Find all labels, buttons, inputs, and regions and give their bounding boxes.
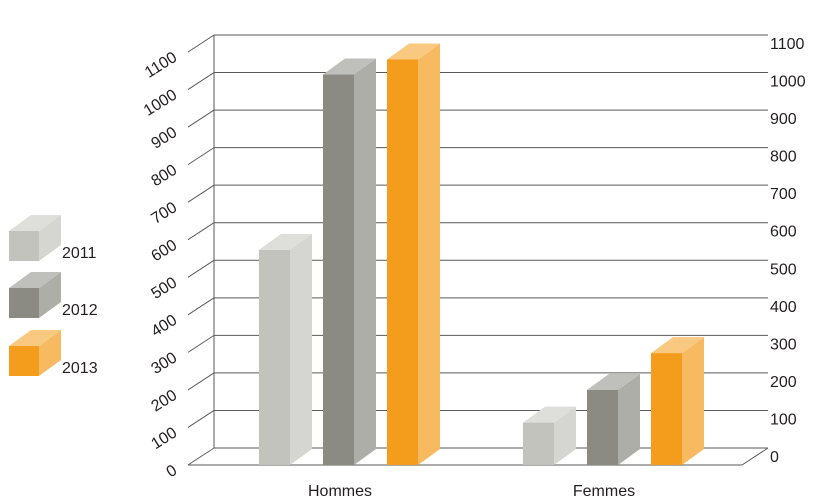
gridline-depth bbox=[187, 259, 215, 278]
legend-swatch-side bbox=[39, 215, 61, 261]
gridline-depth bbox=[187, 297, 215, 316]
legend-swatch bbox=[9, 288, 39, 318]
y-tick-label-left: 700 bbox=[148, 199, 180, 228]
gridline-depth bbox=[187, 334, 215, 353]
bar bbox=[323, 58, 376, 465]
x-tick-label: Femmes bbox=[573, 483, 635, 500]
gridline-depth bbox=[187, 147, 215, 166]
bar bbox=[587, 373, 640, 465]
legend-swatch-top bbox=[9, 272, 61, 288]
bar-front bbox=[523, 422, 554, 465]
y-tick-label-right: 1100 bbox=[770, 36, 805, 53]
bar-front bbox=[387, 59, 418, 465]
gridline-depth bbox=[187, 447, 215, 466]
y-tick-label-right: 0 bbox=[770, 449, 779, 466]
y-tick-label-right: 700 bbox=[770, 186, 797, 203]
legend-item: 2012 bbox=[9, 272, 98, 319]
y-tick-label-left: 600 bbox=[148, 237, 180, 266]
y-tick-label-left: 500 bbox=[148, 274, 180, 303]
bar-side bbox=[418, 43, 440, 465]
bar bbox=[523, 406, 576, 465]
y-tick-label-left: 200 bbox=[148, 387, 180, 416]
gridline-depth bbox=[187, 410, 215, 428]
bar-side bbox=[354, 58, 376, 465]
y-tick-label-left: 800 bbox=[148, 162, 180, 191]
legend-swatch-top bbox=[9, 215, 61, 231]
bar-top bbox=[523, 406, 576, 423]
bar bbox=[387, 43, 440, 465]
bar-front bbox=[651, 353, 682, 465]
bar-top bbox=[587, 373, 640, 390]
bar-top bbox=[387, 43, 440, 60]
y-tick-label-right: 900 bbox=[770, 111, 797, 128]
bar bbox=[651, 337, 704, 465]
y-tick-label-right: 1000 bbox=[770, 74, 806, 91]
floor-edge-right bbox=[741, 447, 769, 466]
legend-swatch bbox=[9, 346, 39, 376]
y-tick-label-right: 200 bbox=[770, 374, 797, 391]
y-tick-label-left: 400 bbox=[148, 312, 180, 341]
legend: 2011 2012 2013 bbox=[9, 215, 98, 377]
y-tick-label-left: 100 bbox=[148, 424, 180, 453]
legend-label: 2011 bbox=[62, 245, 97, 262]
gridline-depth bbox=[187, 109, 215, 128]
y-tick-label-right: 500 bbox=[770, 261, 797, 278]
bar-side bbox=[682, 337, 704, 465]
bar-side bbox=[618, 373, 640, 465]
legend-swatch-side bbox=[39, 272, 61, 318]
y-axis-left: 0 100 200 300 400 500 600 700 800 900 1000 1100 bbox=[141, 49, 180, 481]
legend-label: 2012 bbox=[62, 302, 98, 319]
x-tick-label: Hommes bbox=[308, 483, 372, 500]
legend-swatch bbox=[9, 231, 39, 261]
legend-swatch-side bbox=[39, 330, 61, 376]
bar-top bbox=[259, 233, 312, 250]
legend-item: 2013 bbox=[9, 330, 98, 377]
bar-front bbox=[323, 74, 354, 465]
bar bbox=[259, 233, 312, 465]
gridline-depth bbox=[187, 184, 215, 203]
bar-top bbox=[651, 337, 704, 354]
gridline-depth bbox=[187, 34, 215, 53]
y-tick-label-left: 1000 bbox=[141, 86, 180, 119]
y-tick-label-right: 100 bbox=[770, 411, 797, 428]
y-tick-label-right: 600 bbox=[770, 224, 797, 241]
bars bbox=[259, 43, 704, 465]
bar-top bbox=[323, 58, 376, 75]
bar-side bbox=[554, 406, 576, 465]
y-tick-label-left: 0 bbox=[164, 462, 181, 481]
y-tick-label-left: 1100 bbox=[142, 49, 180, 82]
y-tick-label-left: 900 bbox=[148, 124, 180, 153]
legend-swatch-top bbox=[9, 330, 61, 346]
y-tick-label-right: 300 bbox=[770, 336, 797, 353]
y-axis-right: 0 100 200 300 400 500 600 700 800 900 1000 1100 bbox=[770, 36, 806, 466]
bar-side bbox=[290, 233, 312, 465]
gridline-depth bbox=[187, 222, 215, 241]
y-tick-label-right: 400 bbox=[770, 299, 797, 316]
x-axis: Hommes Femmes bbox=[308, 483, 635, 500]
legend-label: 2013 bbox=[62, 360, 98, 377]
y-tick-label-right: 800 bbox=[770, 149, 797, 166]
bar-front bbox=[259, 249, 290, 465]
y-tick-label-left: 300 bbox=[148, 349, 180, 378]
legend-item: 2011 bbox=[9, 215, 97, 262]
gridline-depth bbox=[187, 72, 215, 90]
gridline-depth bbox=[187, 372, 215, 391]
bar-front bbox=[587, 389, 618, 465]
